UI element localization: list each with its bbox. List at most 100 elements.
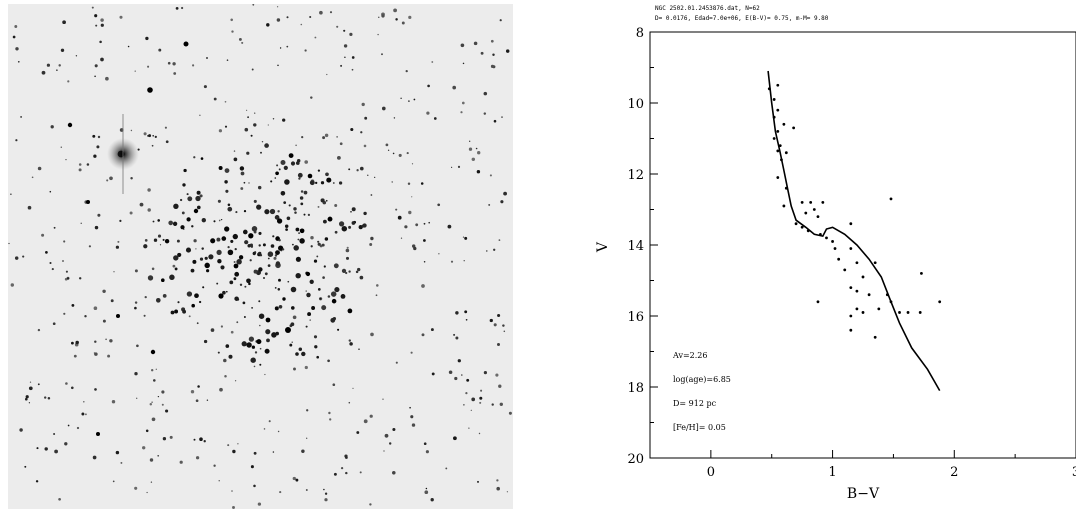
star bbox=[222, 290, 226, 295]
star bbox=[44, 396, 47, 399]
star bbox=[503, 191, 507, 196]
data-point bbox=[776, 176, 780, 179]
star bbox=[345, 456, 348, 459]
star bbox=[224, 374, 227, 378]
star bbox=[278, 238, 281, 242]
star bbox=[56, 69, 58, 71]
star bbox=[393, 8, 397, 13]
star bbox=[177, 301, 180, 304]
star bbox=[28, 386, 33, 391]
star bbox=[151, 369, 154, 372]
star bbox=[309, 279, 314, 284]
star bbox=[60, 48, 65, 52]
star bbox=[298, 177, 301, 180]
star bbox=[240, 187, 244, 190]
star bbox=[311, 306, 316, 310]
star bbox=[301, 136, 304, 139]
star bbox=[347, 308, 353, 314]
data-point bbox=[849, 328, 853, 332]
star bbox=[191, 225, 194, 228]
star bbox=[46, 63, 51, 67]
star bbox=[397, 215, 402, 220]
data-point bbox=[806, 229, 810, 233]
star bbox=[190, 390, 195, 394]
star bbox=[14, 256, 19, 260]
star bbox=[465, 318, 468, 321]
star bbox=[182, 309, 187, 314]
data-point bbox=[873, 261, 877, 265]
star bbox=[37, 383, 40, 386]
star bbox=[295, 352, 299, 356]
star bbox=[256, 339, 262, 345]
star bbox=[180, 6, 184, 10]
star bbox=[299, 238, 305, 244]
star bbox=[225, 344, 230, 348]
star bbox=[310, 96, 313, 99]
star bbox=[196, 205, 201, 210]
star bbox=[464, 236, 468, 240]
star bbox=[191, 303, 195, 308]
star bbox=[164, 239, 170, 244]
star bbox=[317, 288, 321, 291]
star bbox=[117, 240, 120, 243]
star bbox=[295, 144, 297, 147]
star bbox=[81, 412, 85, 416]
data-point bbox=[782, 122, 786, 126]
star bbox=[246, 109, 248, 111]
star bbox=[162, 437, 167, 441]
star bbox=[313, 259, 318, 263]
star bbox=[428, 221, 431, 224]
star bbox=[107, 354, 111, 358]
star bbox=[146, 491, 148, 494]
star bbox=[224, 100, 227, 103]
star bbox=[360, 131, 363, 134]
star bbox=[290, 286, 297, 293]
star bbox=[406, 152, 409, 155]
star bbox=[423, 239, 426, 242]
star bbox=[344, 56, 346, 59]
star bbox=[221, 236, 227, 241]
star bbox=[257, 185, 262, 190]
star bbox=[323, 488, 325, 491]
star bbox=[102, 289, 106, 294]
star bbox=[147, 87, 153, 93]
data-point bbox=[794, 222, 798, 226]
star bbox=[147, 275, 154, 281]
star bbox=[183, 168, 187, 173]
star bbox=[67, 80, 70, 83]
star bbox=[150, 481, 153, 483]
star bbox=[253, 199, 257, 203]
star bbox=[157, 234, 162, 238]
star bbox=[269, 208, 276, 215]
star bbox=[180, 225, 185, 230]
star bbox=[258, 267, 263, 272]
data-point bbox=[849, 247, 853, 250]
star bbox=[204, 262, 210, 269]
star bbox=[461, 101, 465, 105]
star bbox=[250, 134, 253, 137]
star bbox=[234, 380, 237, 382]
star bbox=[506, 491, 509, 493]
star bbox=[27, 205, 32, 210]
star bbox=[410, 351, 413, 354]
star bbox=[58, 497, 61, 501]
star bbox=[398, 153, 402, 157]
star bbox=[238, 37, 242, 41]
star bbox=[369, 503, 372, 506]
star bbox=[497, 343, 500, 346]
star bbox=[264, 143, 269, 148]
star bbox=[110, 299, 114, 303]
star bbox=[471, 397, 476, 402]
star bbox=[208, 254, 214, 260]
star bbox=[119, 219, 122, 223]
star bbox=[450, 260, 454, 263]
star bbox=[202, 286, 205, 289]
star bbox=[334, 204, 338, 207]
star bbox=[469, 140, 471, 142]
star bbox=[334, 287, 340, 293]
star bbox=[238, 255, 244, 260]
star bbox=[203, 440, 206, 443]
star bbox=[94, 75, 96, 78]
star bbox=[267, 124, 269, 126]
star bbox=[285, 228, 288, 231]
